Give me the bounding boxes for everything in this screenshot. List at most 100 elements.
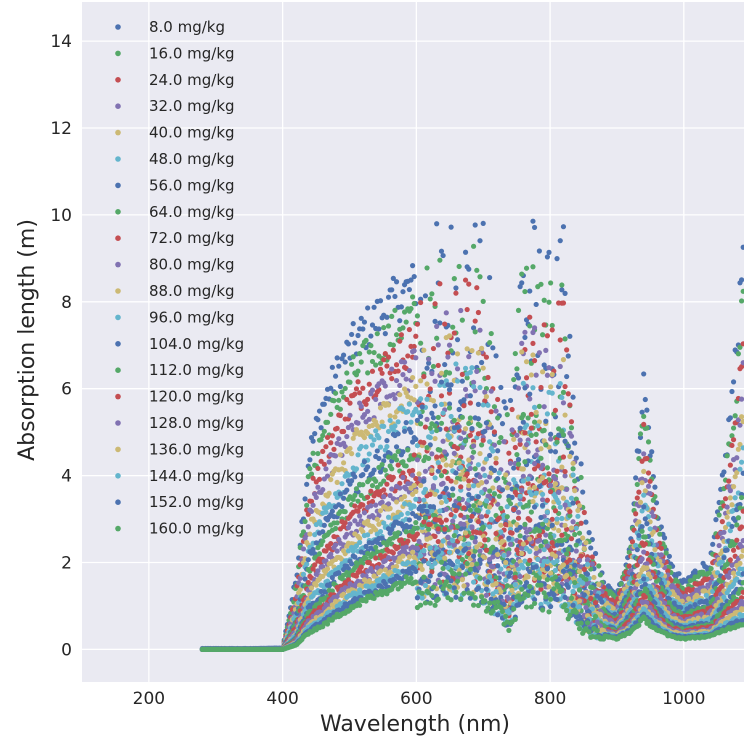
scatter-point	[498, 505, 504, 511]
scatter-point	[525, 449, 531, 455]
scatter-point	[495, 415, 501, 421]
scatter-point	[409, 467, 416, 474]
scatter-point	[389, 466, 395, 472]
scatter-point	[650, 513, 656, 519]
scatter-point	[406, 401, 412, 407]
scatter-point	[432, 533, 438, 540]
scatter-point	[562, 473, 568, 479]
scatter-point	[506, 550, 512, 556]
scatter-point	[438, 472, 445, 479]
scatter-point	[320, 529, 326, 535]
scatter-point	[522, 430, 528, 436]
scatter-point	[405, 408, 411, 415]
scatter-point	[637, 431, 644, 437]
scatter-point	[381, 423, 387, 430]
scatter-point	[495, 448, 501, 454]
scatter-point	[533, 409, 539, 415]
scatter-point	[554, 468, 560, 474]
scatter-point	[442, 449, 448, 455]
scatter-point	[469, 348, 475, 354]
scatter-point	[546, 471, 552, 477]
scatter-point	[339, 389, 345, 395]
scatter-point	[453, 479, 459, 485]
scatter-point	[527, 323, 533, 329]
scatter-point	[464, 306, 470, 313]
scatter-point	[313, 582, 319, 588]
scatter-point	[350, 435, 356, 441]
scatter-point	[507, 541, 514, 547]
scatter-point	[645, 483, 652, 489]
scatter-point	[470, 443, 477, 449]
scatter-point	[487, 524, 493, 530]
scatter-point	[434, 323, 440, 329]
scatter-point	[539, 369, 546, 375]
scatter-point	[491, 491, 498, 497]
scatter-point	[395, 448, 401, 455]
scatter-point	[737, 441, 743, 448]
scatter-point	[422, 424, 429, 430]
scatter-point	[729, 502, 735, 508]
data-points	[199, 218, 744, 653]
scatter-point	[528, 372, 534, 378]
scatter-point	[308, 498, 315, 504]
scatter-point	[727, 528, 733, 534]
scatter-point	[414, 531, 421, 537]
scatter-point	[475, 494, 481, 500]
scatter-point	[365, 532, 371, 538]
scatter-point	[528, 509, 534, 515]
scatter-point	[485, 374, 491, 381]
scatter-point	[634, 495, 640, 501]
scatter-point	[637, 434, 644, 441]
scatter-point	[491, 404, 498, 410]
scatter-point	[381, 487, 387, 493]
scatter-point	[365, 494, 371, 500]
scatter-point	[384, 363, 390, 369]
scatter-point	[504, 412, 510, 418]
scatter-point	[427, 521, 433, 527]
scatter-point	[392, 396, 398, 402]
scatter-point	[398, 332, 404, 338]
scatter-point	[703, 592, 709, 598]
scatter-point	[586, 530, 592, 536]
scatter-point	[326, 459, 332, 465]
scatter-point	[519, 271, 525, 277]
scatter-point	[618, 581, 624, 587]
scatter-point	[390, 550, 396, 556]
scatter-point	[377, 366, 384, 372]
scatter-point	[549, 327, 555, 333]
scatter-point	[377, 360, 384, 366]
scatter-point	[533, 490, 539, 496]
scatter-point	[397, 392, 403, 398]
scatter-point	[580, 489, 586, 495]
scatter-point	[450, 492, 456, 498]
scatter-point	[385, 428, 392, 435]
scatter-point	[522, 459, 528, 465]
scatter-point	[531, 325, 538, 331]
scatter-point	[493, 460, 499, 466]
scatter-point	[337, 406, 343, 412]
scatter-point	[557, 238, 563, 244]
scatter-point	[454, 424, 461, 431]
scatter-point	[466, 281, 472, 287]
scatter-point	[451, 276, 457, 282]
scatter-point	[559, 515, 565, 522]
scatter-point	[511, 506, 517, 513]
scatter-point	[464, 471, 470, 477]
scatter-point	[340, 495, 347, 501]
scatter-point	[533, 301, 539, 308]
scatter-point	[458, 512, 464, 518]
scatter-point	[331, 398, 337, 404]
scatter-point	[538, 446, 544, 452]
scatter-point	[536, 403, 542, 410]
scatter-point	[390, 474, 396, 481]
scatter-point	[491, 467, 498, 473]
scatter-point	[435, 468, 441, 474]
scatter-point	[366, 416, 372, 422]
scatter-point	[398, 304, 404, 310]
scatter-point	[644, 455, 650, 462]
scatter-point	[366, 349, 372, 355]
scatter-point	[730, 379, 737, 385]
scatter-point	[342, 520, 348, 526]
scatter-point	[530, 218, 536, 224]
scatter-point	[426, 526, 432, 532]
